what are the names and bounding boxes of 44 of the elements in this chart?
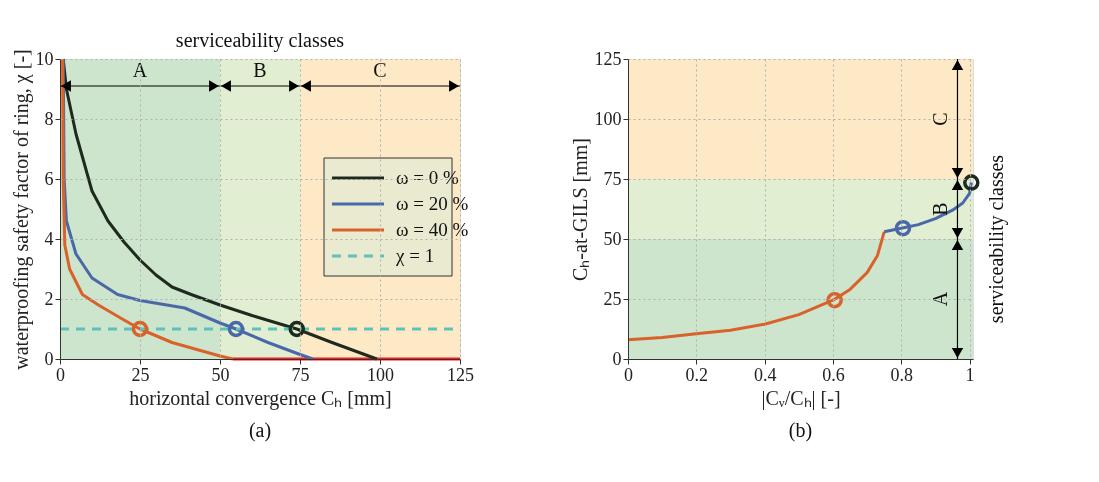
legend-label: χ = 1 <box>395 245 435 266</box>
x-tick-label: 50 <box>211 364 230 385</box>
text: serviceability classes <box>985 154 1008 324</box>
y-tick-label: 100 <box>594 108 622 129</box>
text: (b) <box>788 419 813 442</box>
band-label: C <box>929 112 952 126</box>
x-tick-label: 25 <box>131 364 150 385</box>
x-tick-label: 125 <box>447 364 474 385</box>
legend-label: ω = 40 % <box>396 219 469 240</box>
y-axis-title: Cₕ-at-GILS [mm] <box>568 138 591 281</box>
line-series <box>882 181 973 234</box>
y-tick-label: 6 <box>44 168 54 189</box>
y-axis-title: waterproofing safety factor of ring, χ [-] <box>9 49 33 370</box>
band-label: B <box>929 202 952 216</box>
line-series <box>626 230 886 342</box>
y-tick-label: 10 <box>35 48 54 69</box>
y-tick-label: 0 <box>44 348 54 369</box>
x-tick-label: 75 <box>291 364 310 385</box>
text: (a) <box>248 419 272 442</box>
band-label: B <box>253 59 267 81</box>
legend-label: ω = 20 % <box>396 193 469 214</box>
y-tick-label: 50 <box>603 228 622 249</box>
x-tick-label: 0.8 <box>890 364 914 385</box>
x-tick-label: 1 <box>965 364 975 385</box>
x-tick-label: 0.6 <box>822 364 845 385</box>
y-tick-label: 75 <box>603 168 622 189</box>
text: serviceability classes <box>175 29 345 52</box>
band-label: A <box>929 291 952 307</box>
y-tick-label: 2 <box>44 288 54 309</box>
point <box>894 219 912 237</box>
y-tick-label: 0 <box>612 348 622 369</box>
point <box>826 291 843 309</box>
y-tick-label: 4 <box>44 228 54 249</box>
y-tick-label: 125 <box>594 48 622 69</box>
y-tick-label: 8 <box>44 108 54 129</box>
x-axis-title: |Cᵥ/Cₕ| [-] <box>761 386 841 410</box>
band-label: A <box>132 59 148 81</box>
x-axis-title: horizontal convergence Cₕ [mm] <box>129 386 392 410</box>
point <box>963 174 980 191</box>
y-tick-label: 25 <box>603 288 622 309</box>
x-tick-label: 0.2 <box>685 364 709 385</box>
x-tick-label: 100 <box>367 364 394 385</box>
band-label: C <box>373 59 387 81</box>
x-tick-label: 0.4 <box>753 364 777 385</box>
